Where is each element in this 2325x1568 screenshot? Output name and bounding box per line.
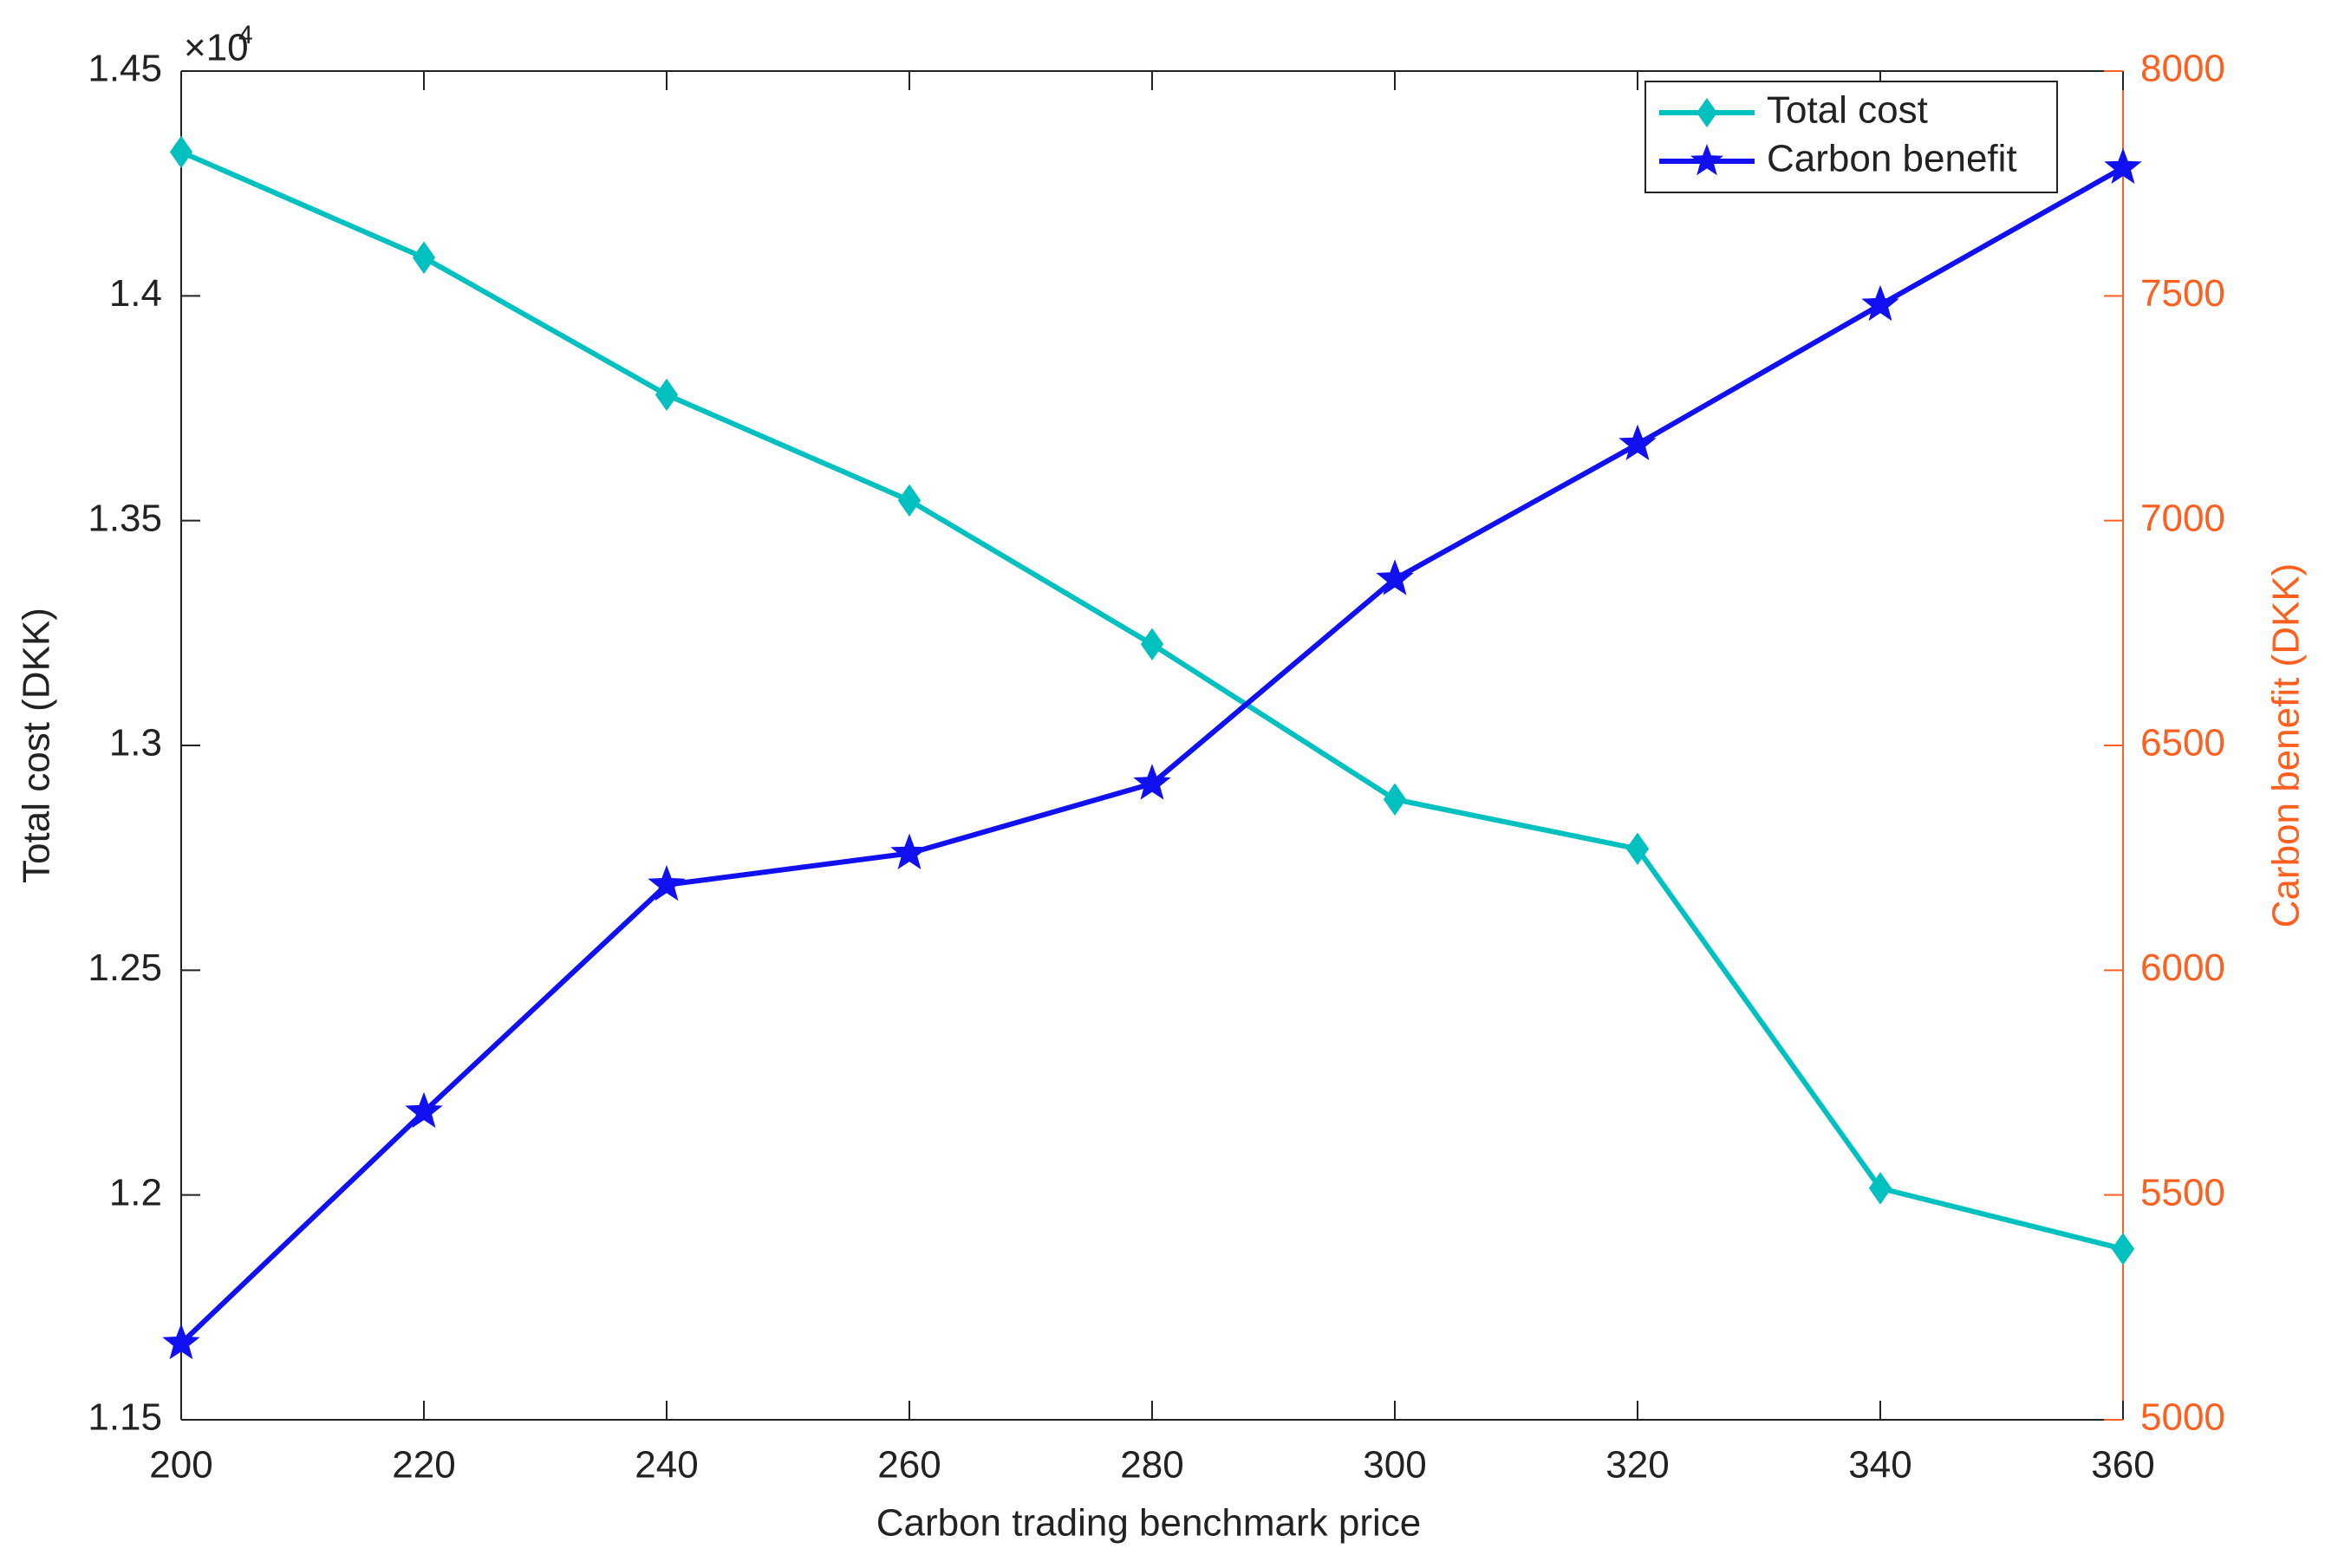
legend-box bbox=[1644, 81, 2058, 193]
y-tick-label: 1.4 bbox=[109, 272, 162, 315]
y-tick-label: 1.2 bbox=[109, 1171, 162, 1213]
y2-tick-label: 6500 bbox=[2140, 722, 2225, 764]
legend-marker bbox=[1697, 98, 1717, 127]
data-point bbox=[1625, 832, 1650, 866]
series-line bbox=[179, 149, 2124, 1252]
y2-tick-label: 6000 bbox=[2140, 947, 2225, 989]
y2-tick-label: 7500 bbox=[2140, 272, 2225, 315]
y2-tick-label: 5000 bbox=[2140, 1396, 2225, 1439]
x-tick-label: 300 bbox=[1363, 1444, 1426, 1487]
y-axis-label: Total cost (DKK) bbox=[16, 608, 58, 883]
x-tick-label: 200 bbox=[149, 1444, 212, 1487]
legend-marker bbox=[1690, 144, 1723, 176]
x-tick-label: 320 bbox=[1605, 1444, 1669, 1487]
data-point bbox=[2111, 1233, 2135, 1265]
y2-tick-label: 8000 bbox=[2140, 48, 2225, 90]
x-tick-label: 240 bbox=[635, 1444, 698, 1487]
data-point bbox=[169, 135, 193, 169]
x-tick-label: 280 bbox=[1120, 1444, 1183, 1487]
x-tick-label: 220 bbox=[392, 1444, 455, 1487]
y-tick-label: 1.25 bbox=[88, 947, 162, 989]
data-point bbox=[1383, 783, 1407, 816]
y-multiplier: ×10 bbox=[184, 27, 249, 69]
y-tick-label: 1.35 bbox=[88, 497, 162, 539]
data-point bbox=[655, 378, 679, 412]
x-tick-label: 360 bbox=[2091, 1444, 2154, 1487]
y-tick-label: 1.45 bbox=[88, 48, 162, 90]
y2-tick-label: 7000 bbox=[2140, 497, 2225, 539]
data-point bbox=[1868, 1172, 1892, 1205]
data-point bbox=[897, 484, 922, 517]
data-point bbox=[162, 1323, 200, 1360]
y2-tick-label: 5500 bbox=[2140, 1171, 2225, 1213]
x-tick-label: 340 bbox=[1848, 1444, 1911, 1487]
x-tick-label: 260 bbox=[877, 1444, 941, 1487]
data-point bbox=[1376, 559, 1414, 595]
data-point bbox=[2104, 147, 2142, 185]
data-point bbox=[890, 833, 928, 870]
y-multiplier-exponent: 4 bbox=[238, 21, 253, 49]
x-axis-label: Carbon trading benchmark price bbox=[876, 1502, 1422, 1545]
data-point bbox=[412, 241, 436, 274]
legend: Total cost Carbon benefit bbox=[1644, 81, 2058, 193]
data-point bbox=[1133, 764, 1171, 800]
series-line bbox=[179, 165, 2125, 1346]
data-point bbox=[648, 864, 686, 901]
data-point bbox=[1861, 284, 1899, 322]
data-point bbox=[1140, 628, 1164, 661]
data-point bbox=[1618, 424, 1657, 461]
legend-label: Carbon benefit bbox=[1767, 138, 2017, 180]
y2-axis-label: Carbon benefit (DKK) bbox=[2265, 563, 2308, 928]
data-point bbox=[405, 1091, 443, 1129]
y-tick-label: 1.15 bbox=[88, 1396, 162, 1439]
legend-label: Total cost bbox=[1767, 89, 1928, 132]
y-tick-label: 1.3 bbox=[109, 722, 162, 764]
